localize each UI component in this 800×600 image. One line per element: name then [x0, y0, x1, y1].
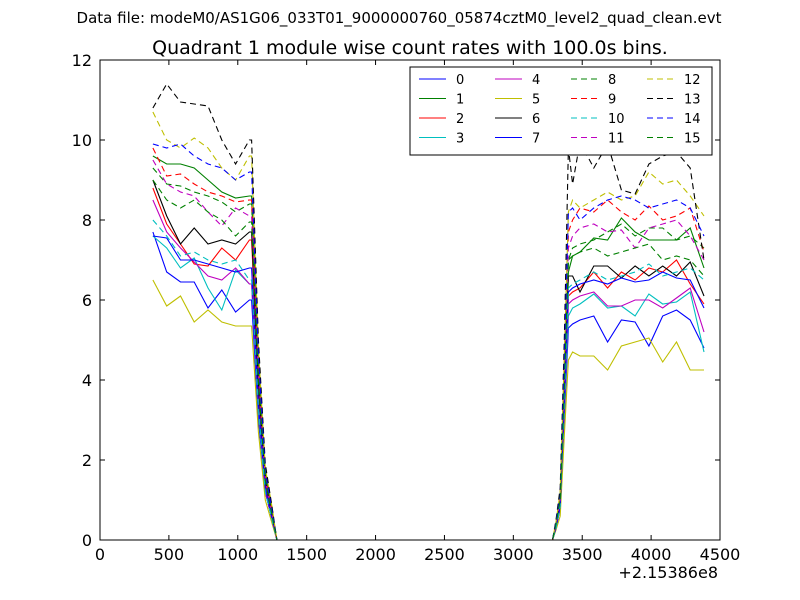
legend-label-1: 1	[456, 93, 464, 108]
y-tick-label: 8	[82, 211, 92, 230]
x-tick-label: 3500	[562, 545, 603, 564]
legend-label-15: 15	[684, 132, 701, 147]
legend-label-8: 8	[608, 73, 616, 88]
legend-label-9: 9	[608, 93, 616, 108]
y-tick-label: 4	[82, 371, 92, 390]
y-tick-label: 6	[82, 291, 92, 310]
x-tick-label: 4500	[700, 545, 741, 564]
legend-label-5: 5	[532, 93, 540, 108]
x-tick-label: 4000	[631, 545, 672, 564]
y-tick-label: 0	[82, 531, 92, 550]
legend-label-0: 0	[456, 73, 464, 88]
x-tick-label: 500	[154, 545, 185, 564]
legend-label-11: 11	[608, 132, 625, 147]
y-tick-label: 2	[82, 451, 92, 470]
legend-label-12: 12	[684, 73, 701, 88]
series-line-12	[152, 111, 705, 541]
legend-label-7: 7	[532, 132, 540, 147]
legend-label-10: 10	[608, 112, 625, 127]
x-tick-label: 1500	[286, 545, 327, 564]
legend-label-2: 2	[456, 112, 464, 127]
chart-suptitle: Data file: modeM0/AS1G06_033T01_90000007…	[77, 9, 722, 28]
x-tick-label: 1000	[217, 545, 258, 564]
legend-box	[409, 66, 713, 156]
x-tick-label: 2000	[355, 545, 396, 564]
y-tick-label: 10	[72, 131, 92, 150]
y-tick-label: 12	[72, 51, 92, 70]
legend-label-3: 3	[456, 132, 464, 147]
legend-label-6: 6	[532, 112, 540, 127]
axes: 0 500 1000 1500 2000 2500 3000 3500 4000 4500 0 2 4 6…	[72, 51, 741, 564]
chart-title: Quadrant 1 module wise count rates with …	[152, 37, 668, 59]
x-tick-label: 3000	[493, 545, 534, 564]
legend-label-13: 13	[684, 93, 701, 108]
x-tick-label: 0	[95, 545, 105, 564]
legend-label-4: 4	[532, 73, 540, 88]
legend-label-14: 14	[684, 112, 701, 127]
x-tick-label: 2500	[424, 545, 465, 564]
x-offset-label: +2.15386e8	[618, 563, 718, 582]
